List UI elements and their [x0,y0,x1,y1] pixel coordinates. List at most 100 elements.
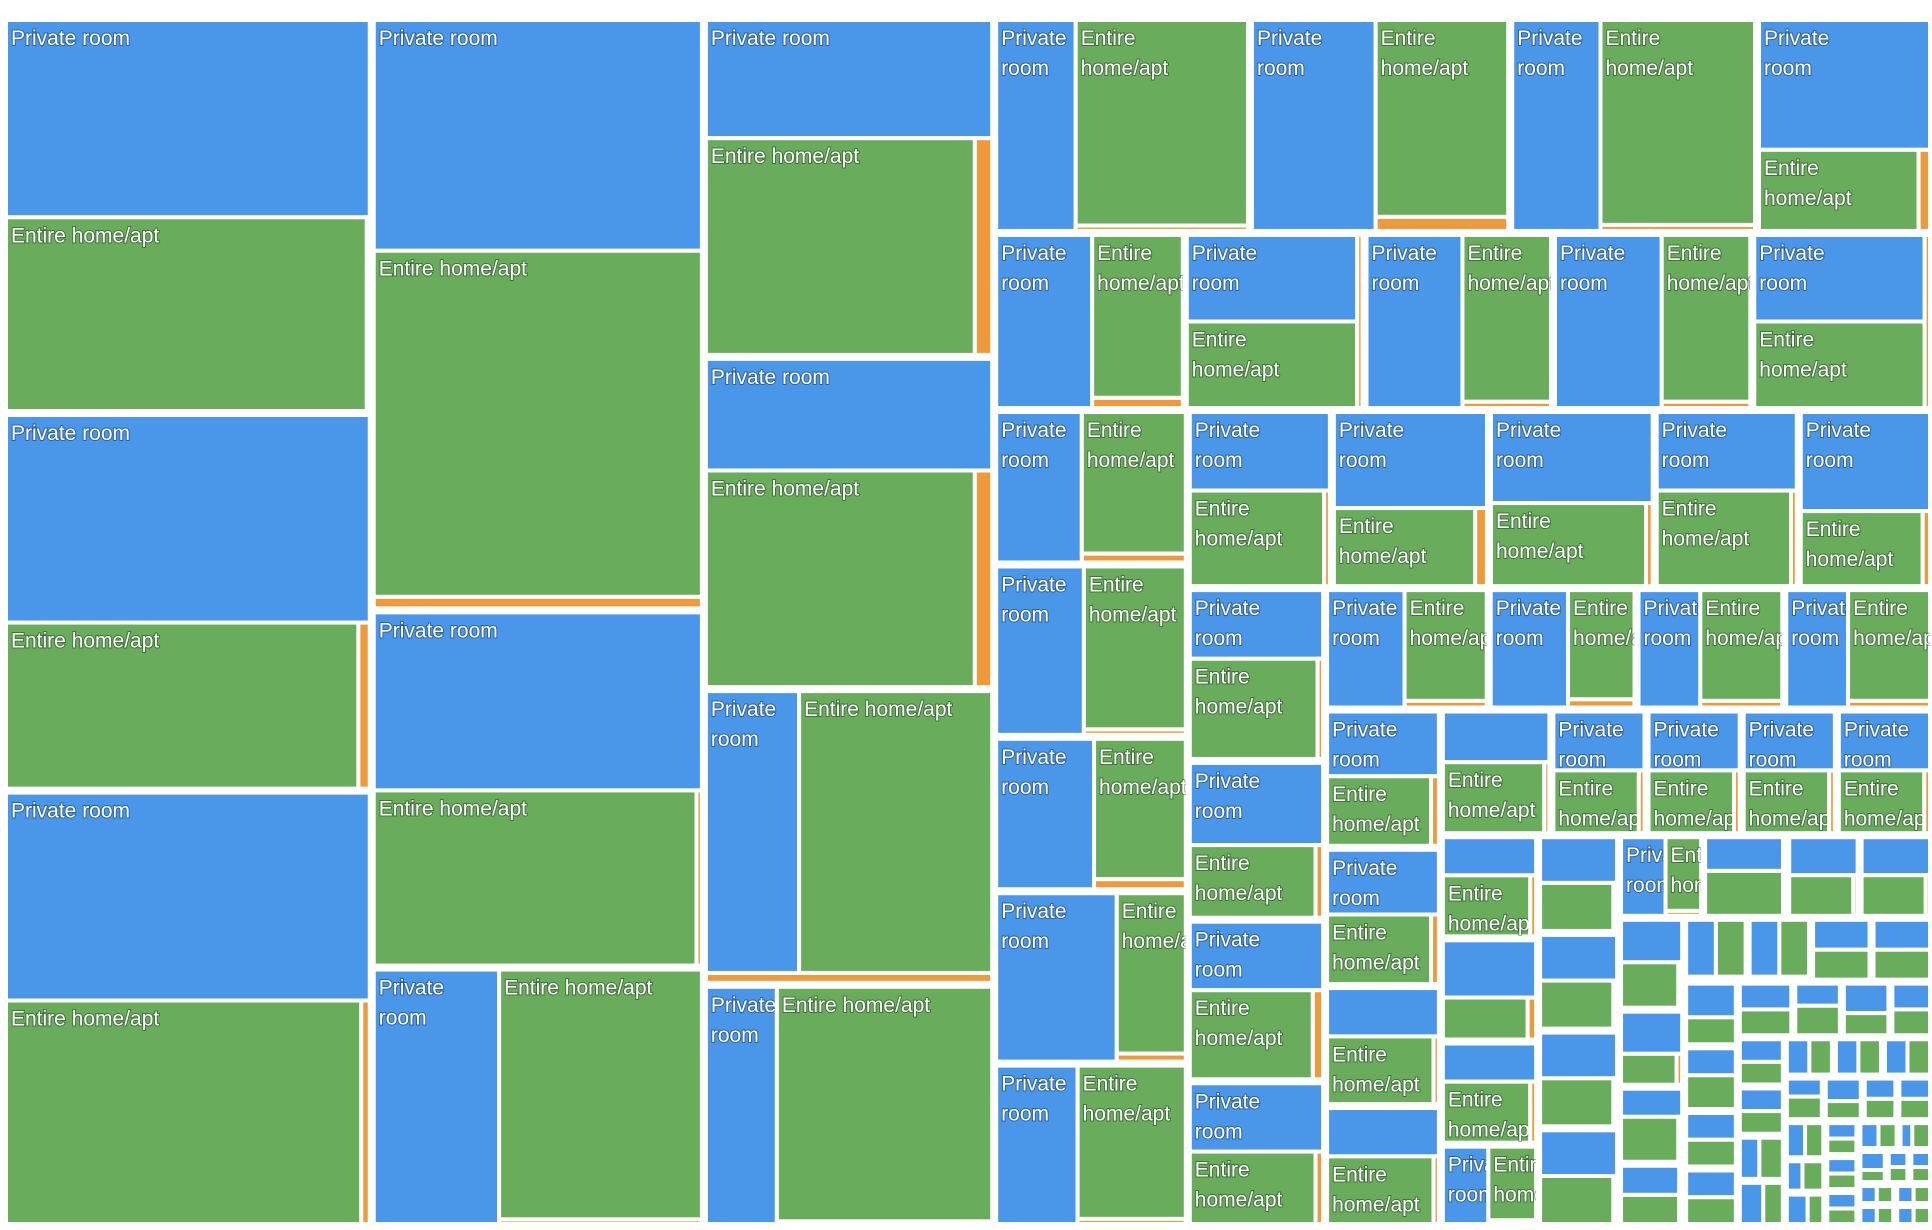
treemap-tile[interactable] [1793,981,1842,1008]
treemap-tile[interactable] [1552,232,1664,411]
treemap-tile[interactable] [1909,1149,1932,1170]
treemap-tile[interactable] [1619,1192,1682,1226]
treemap-tile[interactable] [1825,1206,1859,1227]
treemap-tile[interactable] [1825,1136,1859,1157]
treemap-tile[interactable] [1825,1156,1859,1176]
treemap-tile[interactable] [1789,488,1799,589]
treemap-tile[interactable] [703,468,977,690]
treemap-tile[interactable] [1684,1073,1738,1111]
treemap-tile[interactable] [1528,873,1539,939]
treemap-tile[interactable] [1619,1086,1685,1119]
treemap-tile[interactable] [1619,1163,1682,1197]
treemap-tile[interactable] [1654,410,1799,493]
treemap-tile[interactable] [1325,1034,1436,1107]
treemap-tile[interactable] [1752,232,1927,324]
treemap-tile[interactable] [774,1219,995,1227]
treemap-tile[interactable] [1698,698,1785,710]
treemap-tile[interactable] [1090,395,1185,411]
treemap-tile[interactable] [1684,1046,1738,1078]
treemap-tile[interactable] [1598,18,1758,227]
treemap-tile[interactable] [1737,981,1794,1012]
treemap-tile[interactable] [1833,1037,1861,1077]
treemap-tile[interactable] [1737,1180,1766,1226]
treemap-tile[interactable] [1737,1086,1785,1114]
treemap-tile[interactable] [1636,768,1647,836]
treemap-tile[interactable] [1313,843,1326,920]
treemap-tile[interactable] [1823,1099,1863,1122]
treemap-tile[interactable] [1538,1076,1616,1129]
treemap-tile[interactable] [1081,564,1188,732]
treemap-tile[interactable] [1092,877,1188,892]
treemap-tile[interactable] [1825,1191,1859,1211]
treemap-tile[interactable] [1619,1114,1681,1164]
treemap-tile[interactable] [1611,1174,1620,1227]
treemap-tile[interactable] [1114,891,1188,1056]
treemap-tile[interactable] [1674,1051,1685,1087]
treemap-tile[interactable] [1440,995,1530,1042]
treemap-tile[interactable] [1747,974,1812,982]
treemap-tile[interactable] [1922,232,1932,411]
treemap-tile[interactable] [1752,319,1927,411]
treemap-tile[interactable] [1528,1079,1539,1145]
treemap-tile[interactable] [371,967,502,1226]
treemap-tile[interactable] [1920,509,1932,589]
treemap-tile[interactable] [1081,727,1188,737]
treemap-tile[interactable] [371,18,704,253]
treemap-tile[interactable] [371,594,704,611]
treemap-tile[interactable] [356,620,372,791]
treemap-tile[interactable] [1886,1149,1910,1170]
treemap-tile[interactable] [1440,873,1533,939]
treemap-tile[interactable] [1784,1094,1824,1122]
treemap-tile[interactable] [1313,1149,1326,1226]
treemap-tile[interactable] [1777,917,1812,979]
treemap-tile[interactable] [1858,1184,1879,1206]
treemap-tile[interactable] [4,18,372,220]
treemap-tile[interactable] [1619,917,1685,965]
treemap-tile[interactable] [1619,1009,1685,1056]
treemap-tile[interactable] [1325,774,1434,848]
treemap-tile[interactable] [1841,981,1891,1016]
treemap-tile[interactable] [1315,656,1326,761]
treemap-tile[interactable] [1187,410,1332,493]
treemap-tile[interactable] [1187,656,1320,761]
treemap-tile[interactable] [1659,399,1753,411]
treemap-tile[interactable] [1440,709,1552,765]
treemap-tile[interactable] [4,215,369,413]
treemap-tile[interactable] [1619,960,1681,1010]
treemap-tile[interactable] [1431,1034,1441,1107]
treemap-tile[interactable] [1876,1121,1899,1150]
treemap-tile[interactable] [1871,947,1932,982]
treemap-tile[interactable] [1488,588,1571,710]
treemap-tile[interactable] [1823,1076,1863,1104]
treemap-tile[interactable] [1525,995,1539,1042]
treemap-tile[interactable] [1677,1163,1685,1227]
treemap-tile[interactable] [1684,917,1718,979]
treemap-tile[interactable] [1538,835,1620,885]
treemap-tile[interactable] [1737,1007,1794,1038]
treemap-tile[interactable] [1787,873,1856,918]
treemap-tile[interactable] [1373,214,1511,233]
treemap-tile[interactable] [497,1217,704,1227]
treemap-tile[interactable] [1825,1171,1859,1192]
treemap-tile[interactable] [1538,978,1616,1031]
treemap-tile[interactable] [1784,1076,1824,1099]
treemap-tile[interactable] [1187,988,1315,1082]
treemap-tile[interactable] [1331,410,1489,511]
treemap-tile[interactable] [1114,1051,1188,1064]
treemap-tile[interactable] [1538,1128,1620,1179]
treemap-tile[interactable] [1784,1159,1805,1193]
treemap-tile[interactable] [972,468,995,690]
treemap-tile[interactable] [994,564,1086,737]
treemap-tile[interactable] [1737,1059,1785,1087]
treemap-tile[interactable] [364,215,372,413]
treemap-tile[interactable] [1910,1121,1932,1150]
treemap-tile[interactable] [1310,988,1326,1082]
treemap-tile[interactable] [1079,551,1188,565]
treemap-tile[interactable] [1373,18,1511,219]
treemap-tile[interactable] [994,1063,1080,1227]
treemap-tile[interactable] [1402,588,1489,703]
treemap-tile[interactable] [1364,232,1465,411]
treemap-tile[interactable] [1846,698,1932,710]
treemap-tile[interactable] [703,136,977,357]
treemap-tile[interactable] [1538,1030,1620,1081]
